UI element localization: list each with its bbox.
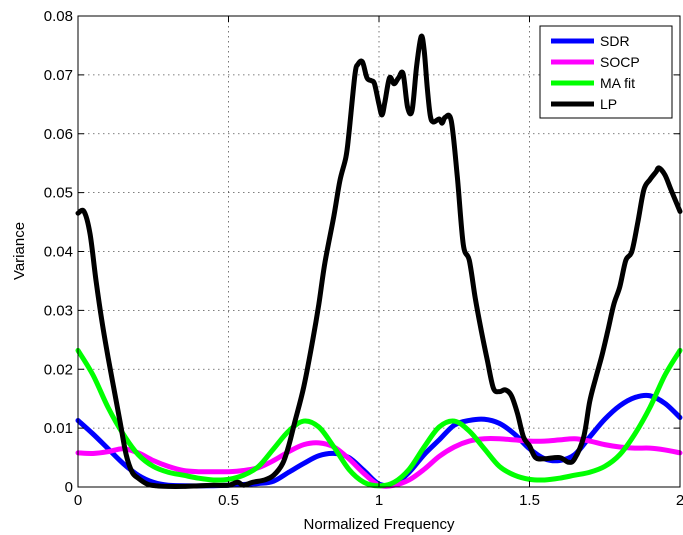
series-line-lp — [75, 33, 683, 489]
x-tick-label: 0 — [74, 492, 82, 509]
x-tick-label: 2 — [676, 492, 683, 509]
y-tick-label: 0.03 — [44, 302, 73, 319]
y-tick-label: 0.04 — [44, 244, 73, 261]
legend: SDR SOCP MA fit LP — [539, 25, 673, 119]
x-axis-label: Normalized Frequency — [304, 516, 455, 533]
y-tick-label: 0.08 — [44, 8, 73, 25]
y-tick-label: 0 — [65, 479, 73, 496]
legend-label: SOCP — [600, 54, 640, 70]
y-tick-label: 0.01 — [44, 420, 73, 437]
legend-label: MA fit — [600, 75, 635, 91]
y-tick-label: 0.06 — [44, 126, 73, 143]
legend-label: SDR — [600, 33, 630, 49]
x-tick-label: 1.5 — [519, 492, 540, 509]
tick-labels: 0 0.5 1 1.5 2 0 0.01 0.02 0.03 0.04 0.05 0.06 0.07 0.… — [44, 8, 683, 509]
x-tick-label: 1 — [375, 492, 383, 509]
x-tick-label: 0.5 — [218, 492, 239, 509]
y-tick-label: 0.05 — [44, 185, 73, 202]
y-tick-label: 0.02 — [44, 361, 73, 378]
y-tick-label: 0.07 — [44, 67, 73, 84]
legend-label: LP — [600, 96, 617, 112]
axis-ticks — [77, 15, 681, 488]
grid-lines — [78, 16, 680, 487]
y-axis-label: Variance — [11, 222, 28, 280]
